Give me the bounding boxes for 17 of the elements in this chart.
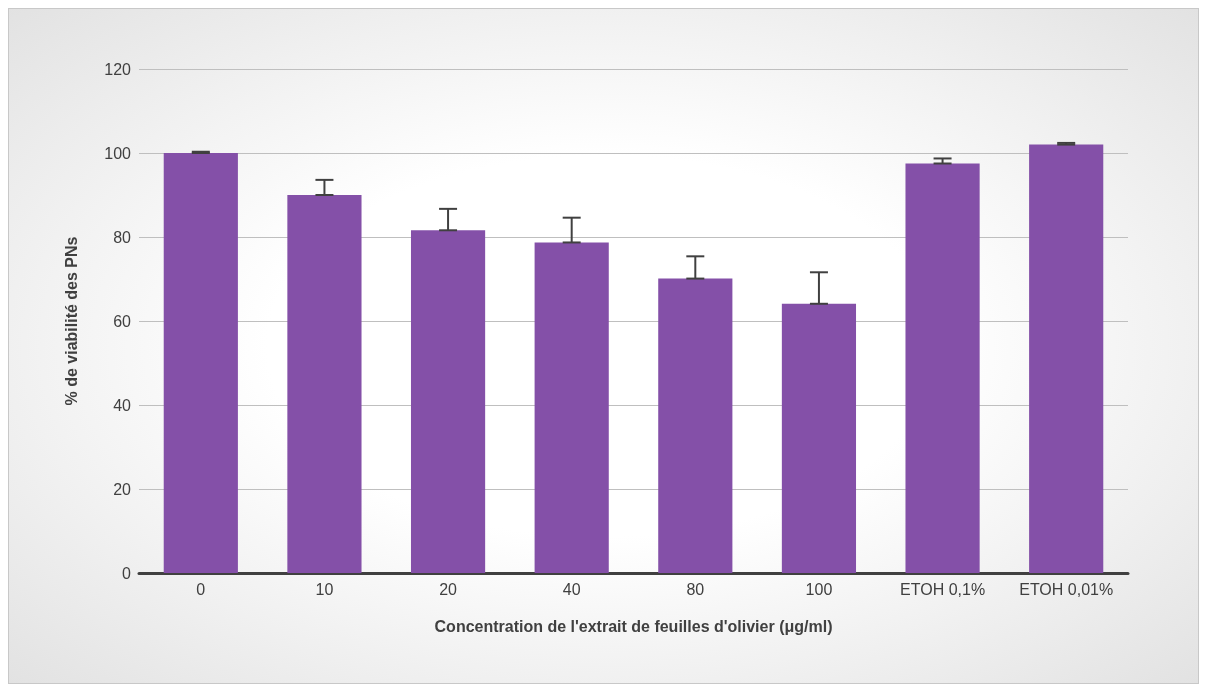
y-tick-label: 60 [113, 312, 132, 330]
x-tick-label: 80 [686, 580, 705, 598]
x-axis-title: Concentration de l'extrait de feuilles d'olivier (μg/ml) [434, 617, 833, 635]
y-tick-label: 40 [113, 396, 132, 414]
y-tick-label: 120 [104, 60, 132, 78]
x-tick-label: 40 [562, 580, 581, 598]
x-tick-label: 0 [196, 580, 206, 598]
x-tick-label: 100 [805, 580, 833, 598]
x-tick-label: 20 [439, 580, 458, 598]
y-tick-label: 80 [113, 228, 132, 246]
y-axis-title: % de viabilité des PNs [62, 236, 80, 406]
x-tick-label: 10 [315, 580, 334, 598]
x-tick-label: ETOH 0,01% [1019, 580, 1114, 598]
y-tick-label: 20 [113, 480, 132, 498]
x-tick-label: ETOH 0,1% [900, 580, 986, 598]
y-tick-label: 100 [104, 144, 132, 162]
y-tick-label: 0 [122, 564, 132, 582]
